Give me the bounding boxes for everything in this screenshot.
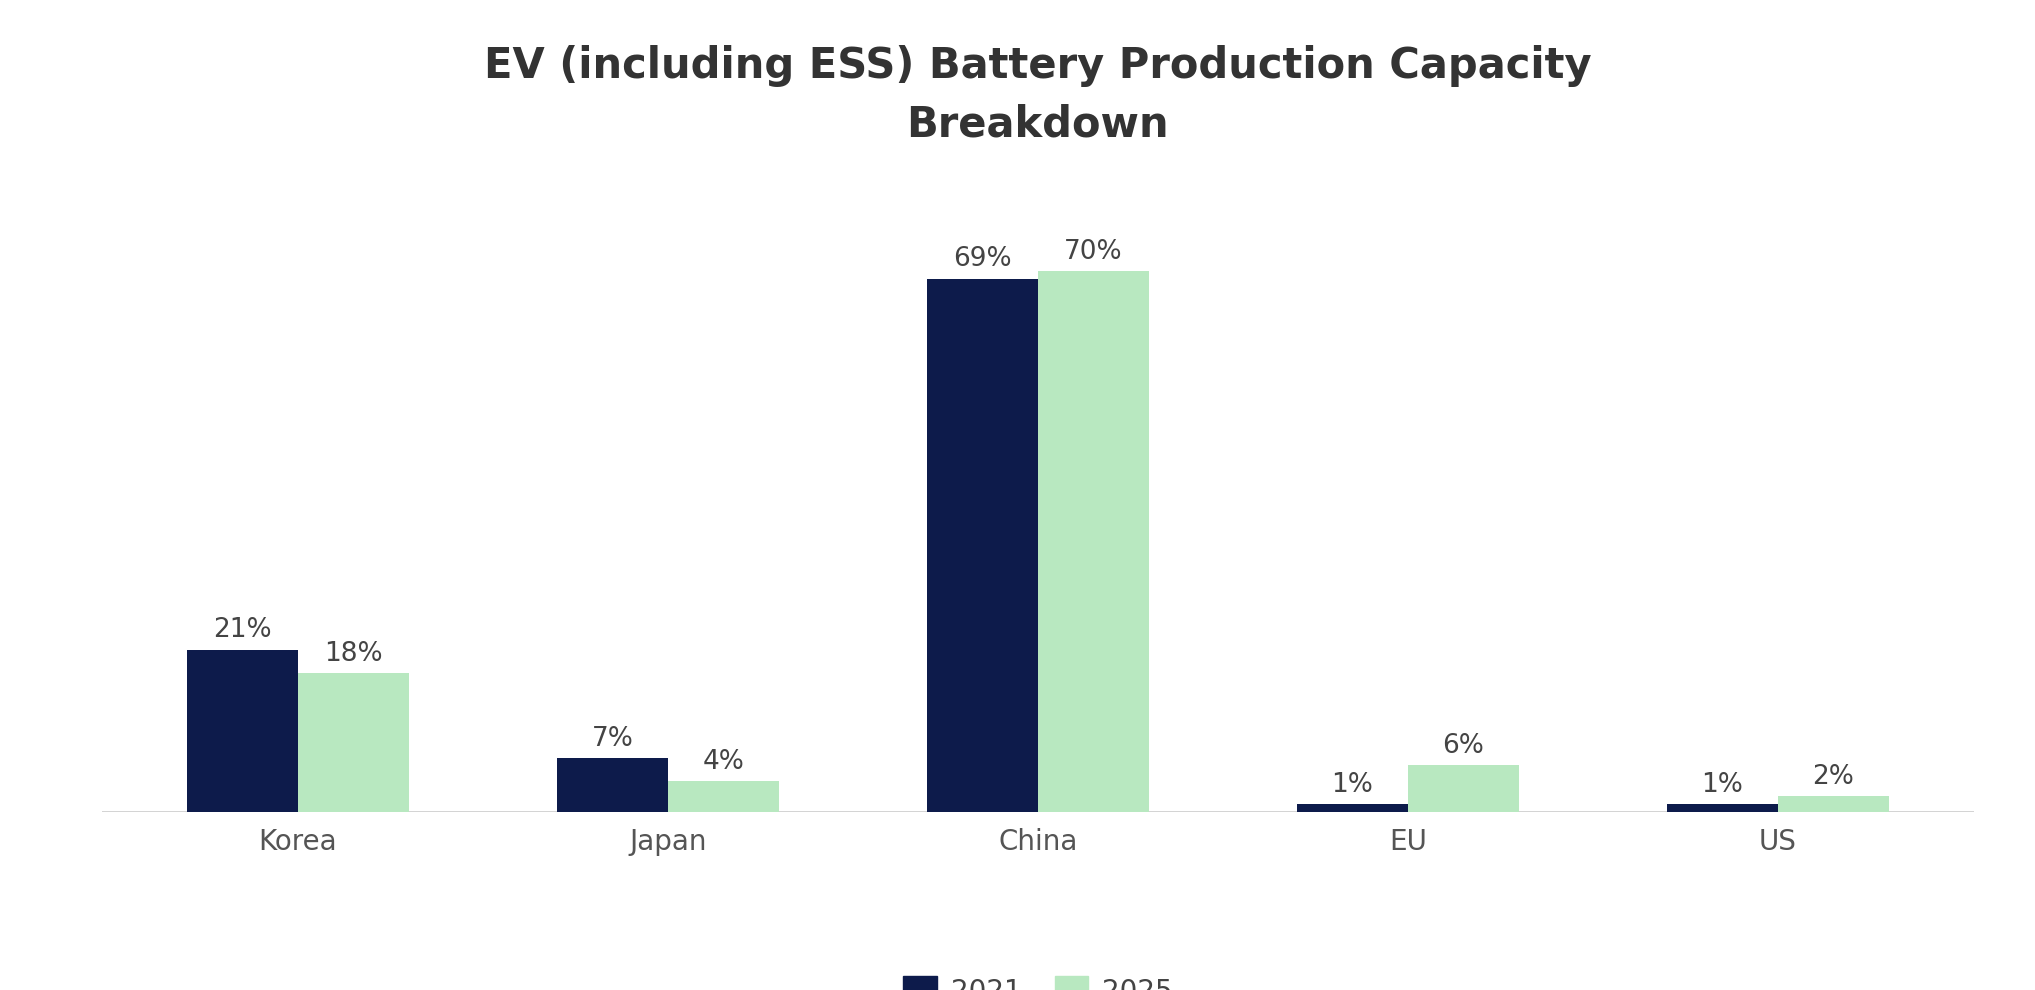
Text: 21%: 21%	[214, 618, 271, 644]
Text: 6%: 6%	[1443, 734, 1484, 759]
Text: 1%: 1%	[1331, 772, 1374, 798]
Text: 4%: 4%	[702, 748, 745, 775]
Text: 18%: 18%	[324, 641, 383, 666]
Bar	[187, 649, 297, 812]
Bar	[926, 278, 1038, 812]
Text: 2%: 2%	[1813, 764, 1854, 790]
Bar	[1779, 796, 1888, 812]
Title: EV (including ESS) Battery Production Capacity
Breakdown: EV (including ESS) Battery Production Ca…	[484, 45, 1591, 146]
Bar	[558, 757, 667, 812]
Bar	[1296, 804, 1408, 812]
Bar	[1667, 804, 1779, 812]
Bar	[297, 673, 409, 812]
Text: 1%: 1%	[1701, 772, 1744, 798]
Text: 7%: 7%	[592, 726, 633, 751]
Legend: 2021, 2025: 2021, 2025	[891, 965, 1184, 990]
Bar	[1408, 765, 1518, 812]
Bar	[1038, 271, 1150, 812]
Text: 69%: 69%	[952, 247, 1011, 272]
Bar	[667, 781, 779, 812]
Text: 70%: 70%	[1064, 239, 1123, 264]
